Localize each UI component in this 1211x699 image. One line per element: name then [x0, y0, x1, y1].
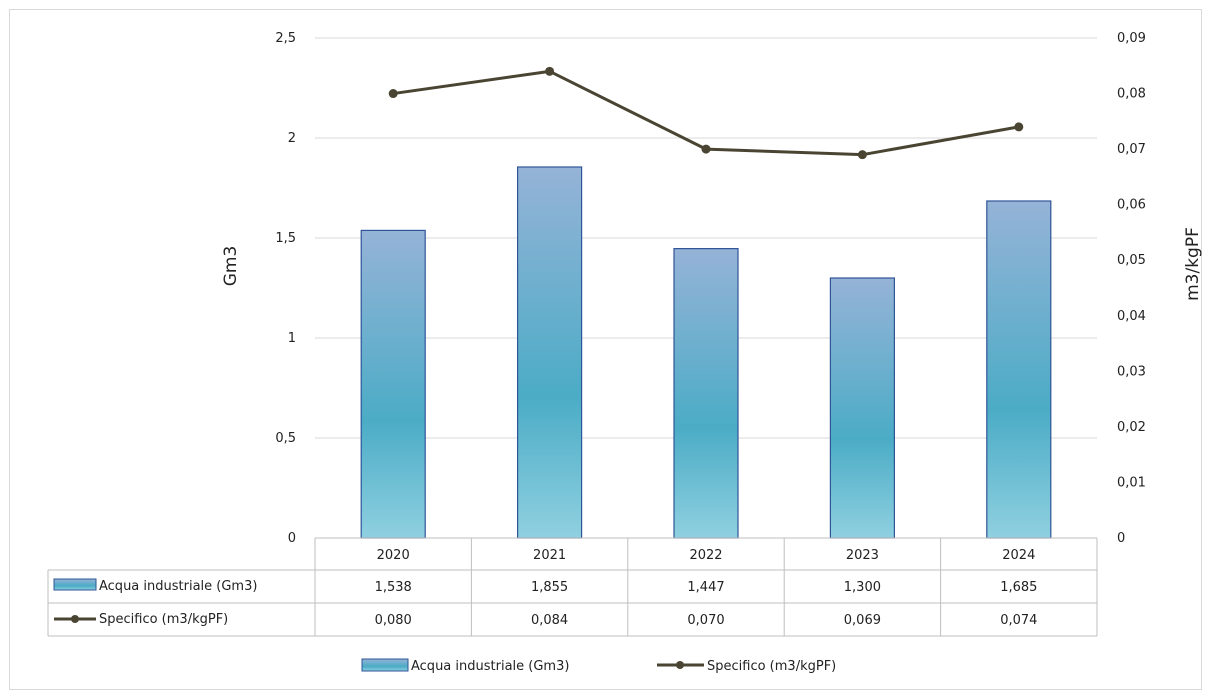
y-tick-label: 2,5 [275, 31, 296, 46]
line-point [857, 150, 867, 160]
legend-bar-label: Acqua industriale (Gm3) [411, 659, 569, 674]
bar-series-name: Acqua industriale (Gm3) [99, 579, 257, 594]
bar-value-label: 1,855 [531, 580, 568, 595]
y2-tick-label: 0,09 [1117, 31, 1146, 46]
bar-value-label: 1,447 [687, 580, 724, 595]
legend-line-label: Specifico (m3/kgPF) [707, 659, 836, 674]
category-label: 2022 [689, 548, 722, 563]
y2-tick-label: 0,03 [1117, 364, 1146, 379]
y2-tick-label: 0,02 [1117, 420, 1146, 435]
bar [829, 277, 896, 539]
series-line [392, 69, 1020, 157]
bar [986, 200, 1052, 539]
category-label: 2020 [377, 548, 410, 563]
y2-tick-label: 0,04 [1117, 309, 1146, 324]
bar-value-label: 1,685 [1000, 580, 1037, 595]
y2-tick-label: 0,08 [1117, 87, 1146, 102]
y-tick-label: 0,5 [275, 431, 296, 446]
y2-tick-label: 0,06 [1117, 198, 1146, 213]
y2-tick-label: 0 [1117, 531, 1125, 546]
y2-tick-label: 0,05 [1117, 253, 1146, 268]
y2-tick-label: 0,07 [1117, 142, 1146, 157]
bar [516, 166, 583, 539]
category-label: 2024 [1002, 548, 1035, 563]
bar-value-label: 1,300 [844, 580, 881, 595]
line-value-label: 0,084 [531, 613, 568, 628]
y-tick-label: 1,5 [275, 231, 296, 246]
line-point [388, 89, 398, 99]
y-tick-label: 0 [288, 531, 296, 546]
bar [360, 229, 426, 539]
line-value-label: 0,070 [687, 613, 724, 628]
line-point [545, 66, 555, 76]
line-point [701, 144, 711, 154]
y2-axis-title: m3/kgPF [1183, 227, 1203, 301]
y-axis-title: Gm3 [221, 246, 241, 287]
y2-tick-label: 0,01 [1117, 475, 1146, 490]
bar-value-label: 1,538 [375, 580, 412, 595]
line-series-name: Specifico (m3/kgPF) [99, 612, 228, 627]
line-value-label: 0,074 [1000, 613, 1037, 628]
line-value-label: 0,069 [844, 613, 881, 628]
bar-series-key [53, 578, 97, 591]
legend-line-marker [676, 661, 684, 669]
line-value-label: 0,080 [375, 613, 412, 628]
y-tick-label: 2 [288, 131, 296, 146]
y-tick-label: 1 [288, 331, 296, 346]
chart-border [9, 9, 1202, 690]
bar [673, 248, 739, 539]
line-series-key-marker [71, 615, 79, 623]
category-label: 2021 [533, 548, 566, 563]
category-label: 2023 [846, 548, 879, 563]
legend-bar-swatch [361, 658, 409, 672]
line-point [1014, 122, 1024, 132]
